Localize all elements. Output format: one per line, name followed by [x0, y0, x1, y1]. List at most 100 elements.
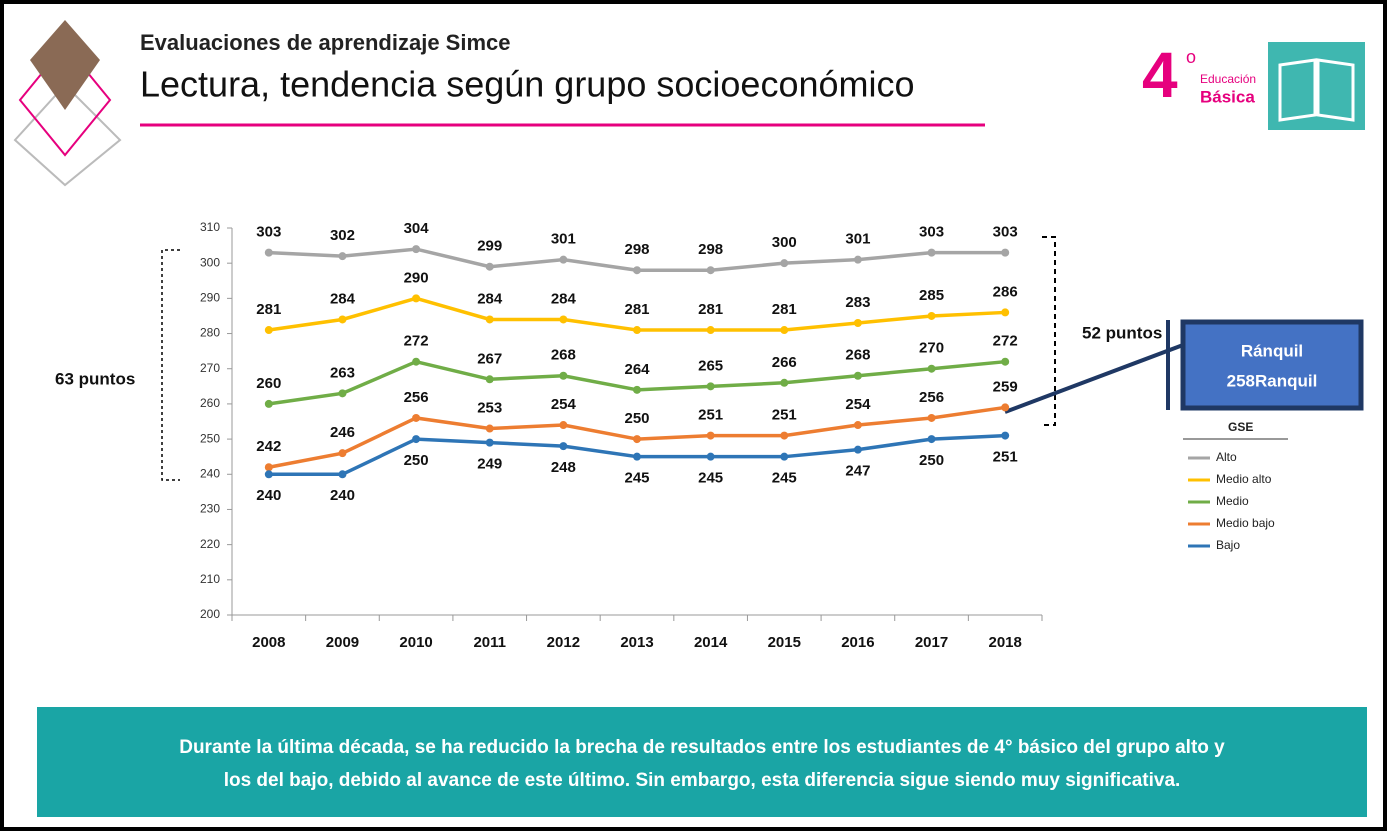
- point: [707, 382, 715, 390]
- y-tick-label: 300: [200, 255, 220, 269]
- x-tick-label: 2008: [252, 634, 285, 651]
- data-label: 242: [256, 438, 281, 455]
- data-label: 285: [919, 287, 944, 304]
- point: [559, 315, 567, 323]
- data-label: 303: [919, 224, 944, 241]
- data-label: 251: [772, 407, 797, 424]
- y-tick-label: 280: [200, 326, 220, 340]
- footer-box: [37, 707, 1367, 817]
- data-label: 265: [698, 357, 723, 374]
- y-tick-label: 200: [200, 607, 220, 621]
- point: [265, 470, 273, 478]
- data-label: 266: [772, 354, 797, 371]
- point: [1001, 358, 1009, 366]
- point: [265, 249, 273, 257]
- point: [928, 435, 936, 443]
- data-label: 256: [404, 389, 429, 406]
- y-tick-label: 220: [200, 537, 220, 551]
- point: [338, 389, 346, 397]
- data-label: 300: [772, 234, 797, 251]
- data-label: 302: [330, 227, 355, 244]
- y-tick-label: 260: [200, 396, 220, 410]
- data-label: 249: [477, 456, 502, 473]
- x-tick-label: 2011: [473, 634, 506, 651]
- point: [338, 449, 346, 457]
- badge-superscript: o: [1186, 47, 1196, 67]
- point: [412, 358, 420, 366]
- point: [854, 256, 862, 264]
- header-subtitle: Evaluaciones de aprendizaje Simce: [140, 30, 511, 55]
- slide: Evaluaciones de aprendizaje Simce Lectur…: [0, 0, 1387, 831]
- data-label: 298: [698, 241, 723, 258]
- point: [412, 245, 420, 253]
- y-tick-label: 290: [200, 291, 220, 305]
- point: [486, 315, 494, 323]
- legend-label: Alto: [1216, 450, 1237, 464]
- data-label: 268: [551, 347, 576, 364]
- x-tick-label: 2010: [399, 634, 432, 651]
- data-label: 254: [551, 396, 577, 413]
- data-label: 246: [330, 424, 355, 441]
- point: [707, 432, 715, 440]
- data-label: 251: [698, 407, 723, 424]
- point: [559, 372, 567, 380]
- data-label: 254: [845, 396, 871, 413]
- x-tick-label: 2015: [768, 634, 801, 651]
- point: [412, 435, 420, 443]
- point: [265, 326, 273, 334]
- data-label: 272: [993, 333, 1018, 350]
- data-label: 247: [845, 463, 870, 480]
- header-title: Lectura, tendencia según grupo socioecon…: [140, 64, 915, 105]
- point: [1001, 308, 1009, 316]
- point: [1001, 249, 1009, 257]
- point: [707, 326, 715, 334]
- point: [265, 463, 273, 471]
- point: [265, 400, 273, 408]
- data-label: 301: [551, 231, 576, 248]
- data-label: 259: [993, 378, 1018, 395]
- point: [707, 266, 715, 274]
- x-tick-label: 2018: [988, 634, 1021, 651]
- data-label: 250: [404, 452, 429, 469]
- point: [633, 453, 641, 461]
- annotation: 52 puntos: [1082, 323, 1162, 342]
- data-label: 272: [404, 333, 429, 350]
- data-label: 303: [993, 224, 1018, 241]
- annotation: 63 puntos: [55, 369, 135, 388]
- point: [412, 294, 420, 302]
- legend-label: Medio: [1216, 494, 1249, 508]
- footer-text: Durante la última década, se ha reducido…: [179, 737, 1225, 758]
- data-label: 245: [772, 470, 797, 487]
- point: [633, 435, 641, 443]
- callout-box: [1183, 322, 1361, 408]
- point: [780, 326, 788, 334]
- data-label: 251: [993, 449, 1018, 466]
- point: [928, 414, 936, 422]
- legend-title: GSE: [1228, 420, 1253, 434]
- point: [559, 442, 567, 450]
- point: [1001, 432, 1009, 440]
- data-label: 256: [919, 389, 944, 406]
- data-label: 284: [551, 290, 577, 307]
- point: [486, 375, 494, 383]
- point: [633, 266, 641, 274]
- footer-text: los del bajo, debido al avance de este ú…: [224, 770, 1181, 791]
- point: [486, 263, 494, 271]
- point: [1001, 403, 1009, 411]
- point: [338, 470, 346, 478]
- point: [338, 252, 346, 260]
- callout-text: 258Ranquil: [1227, 371, 1318, 390]
- data-label: 268: [845, 347, 870, 364]
- data-label: 284: [330, 290, 356, 307]
- data-label: 304: [404, 220, 430, 237]
- point: [928, 249, 936, 257]
- data-label: 267: [477, 350, 502, 367]
- point: [633, 326, 641, 334]
- data-label: 270: [919, 340, 944, 357]
- y-tick-label: 270: [200, 361, 220, 375]
- point: [559, 421, 567, 429]
- badge-line2: Básica: [1200, 87, 1255, 106]
- point: [780, 379, 788, 387]
- point: [559, 256, 567, 264]
- data-label: 264: [624, 361, 650, 378]
